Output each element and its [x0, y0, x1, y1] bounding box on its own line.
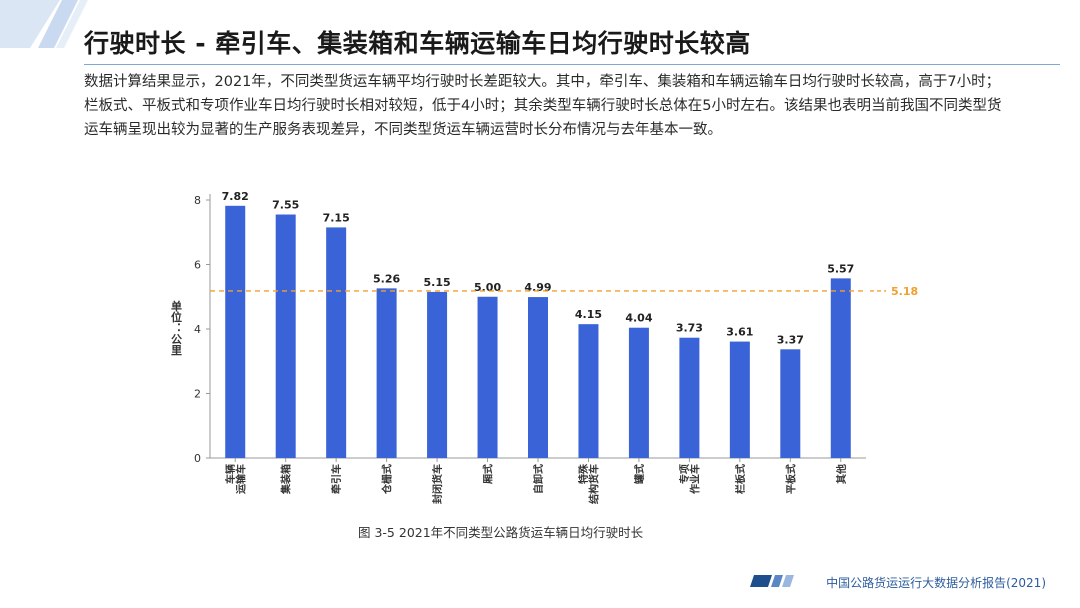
x-tick-label-line: 栏板式 [734, 464, 747, 494]
x-tick-label-line: 封闭货车 [431, 464, 444, 504]
x-tick-label-line: 自卸式 [532, 464, 545, 494]
x-tick-label-line: 牵引车 [330, 464, 343, 494]
data-label: 3.73 [676, 322, 703, 335]
x-tick-label-line: 罐式 [633, 464, 646, 485]
bar [780, 349, 801, 458]
data-label: 5.26 [373, 272, 400, 285]
reference-line-label: 5.18 [891, 285, 918, 298]
bar [628, 327, 649, 458]
bar [225, 205, 246, 458]
x-tick-label-line: 其他 [835, 464, 848, 484]
bar [528, 297, 548, 458]
x-tick-label: 平板式 [784, 464, 797, 494]
bar [729, 341, 750, 458]
x-tick-label: 其他 [835, 464, 848, 484]
chart-caption: 图 3-5 2021年不同类型公路货运车辆日均行驶时长 [358, 525, 644, 540]
x-tick-label-line: 特殊 [577, 463, 590, 484]
x-tick-label-line: 平板式 [784, 464, 797, 494]
y-axis-label: 单位：公里 [170, 299, 183, 356]
corner-decoration [0, 0, 88, 48]
x-tick-label-line: 仓栅式 [381, 464, 394, 495]
y-tick-label: 8 [194, 194, 201, 207]
data-label: 7.55 [272, 199, 299, 212]
bar [830, 278, 851, 458]
bar [578, 324, 599, 458]
x-tick-label: 仓栅式 [381, 464, 394, 495]
bar [376, 288, 397, 458]
x-tick-label: 自卸式 [532, 464, 545, 494]
data-label: 3.37 [777, 333, 804, 346]
data-label: 4.15 [575, 308, 602, 321]
data-label: 3.61 [726, 326, 753, 339]
bar [275, 214, 296, 458]
data-label: 5.57 [827, 262, 854, 275]
data-label: 7.82 [222, 190, 249, 203]
bar [679, 337, 700, 458]
x-tick-label: 牵引车 [330, 464, 343, 494]
data-label: 5.15 [424, 276, 451, 289]
x-tick-label-line: 作业车 [689, 464, 702, 494]
x-tick-label: 集装箱 [280, 464, 293, 495]
data-label: 5.00 [474, 281, 501, 294]
x-tick-label: 厢式 [482, 464, 495, 484]
data-label: 7.15 [323, 211, 350, 224]
y-tick-label: 2 [194, 388, 201, 401]
x-tick-label-line: 车辆 [224, 464, 237, 484]
footer-decoration [750, 575, 794, 587]
x-tick-label: 车辆 运输车 [224, 464, 248, 494]
bar [326, 227, 347, 458]
data-label: 4.99 [524, 281, 551, 294]
title-divider [84, 64, 1060, 65]
page-title: 行驶时长 - 牵引车、集装箱和车辆运输车日均行驶时长较高 [84, 29, 751, 58]
data-label: 4.04 [625, 312, 652, 325]
x-tick-label-line: 结构货车 [588, 464, 601, 504]
description-paragraph: 数据计算结果显示，2021年，不同类型货运车辆平均行驶时长差距较大。其中，牵引车… [84, 74, 1002, 138]
footer-report-name: 中国公路货运运行大数据分析报告(2021) [826, 576, 1046, 590]
bar [477, 296, 498, 458]
x-tick-label: 罐式 [633, 464, 646, 485]
x-tick-label: 栏板式 [734, 464, 747, 494]
x-tick-label: 特殊 结构货车 [577, 463, 601, 504]
y-tick-label: 0 [194, 452, 201, 465]
y-tick-label: 4 [194, 323, 201, 336]
x-tick-label: 专项 作业车 [678, 464, 702, 494]
y-tick-label: 6 [194, 259, 201, 272]
bar [427, 291, 448, 458]
x-tick-label-line: 运输车 [234, 464, 247, 494]
x-tick-label-line: 集装箱 [280, 464, 293, 495]
x-tick-label: 封闭货车 [431, 464, 444, 504]
x-tick-label-line: 厢式 [482, 464, 495, 484]
x-tick-label-line: 专项 [678, 464, 691, 484]
